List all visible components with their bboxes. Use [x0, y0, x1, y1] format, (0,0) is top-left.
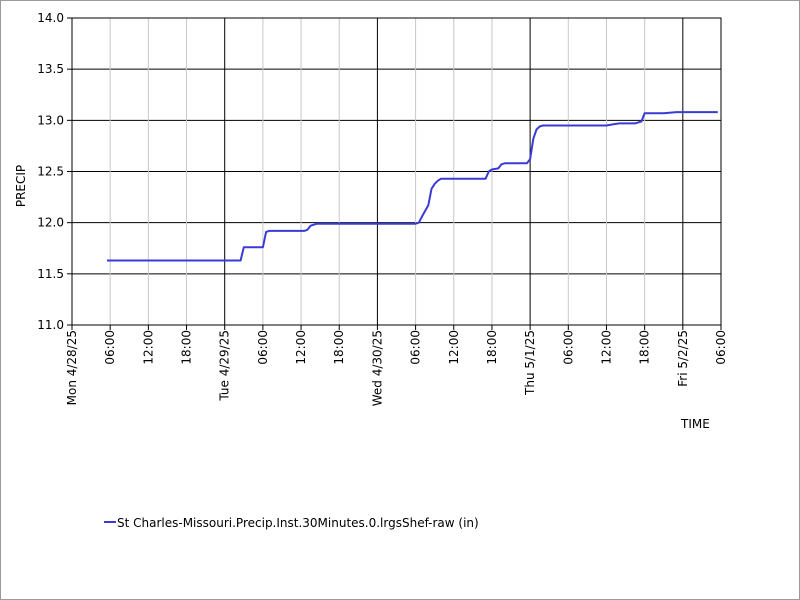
- x-tick-label: 18:00: [332, 330, 346, 365]
- x-tick-label: Fri 5/2/25: [676, 330, 690, 387]
- y-tick-label: 12.0: [37, 216, 64, 230]
- y-tick-label: 14.0: [37, 11, 64, 25]
- x-tick-label: 12:00: [599, 330, 613, 365]
- x-tick-label: 12:00: [447, 330, 461, 365]
- x-tick-label: 06:00: [256, 330, 270, 365]
- y-tick-label: 12.5: [37, 165, 64, 179]
- x-tick-label: 06:00: [561, 330, 575, 365]
- x-tick-label: Wed 4/30/25: [370, 330, 384, 406]
- x-tick-label: 06:00: [714, 330, 728, 365]
- y-tick-label: 13.0: [37, 113, 64, 127]
- y-axis-ticks: 11.0 11.5 12.0 12.5 13.0 13.5 14.0: [37, 11, 72, 332]
- y-tick-label: 13.5: [37, 62, 64, 76]
- y-axis-label: PRECIP: [14, 165, 28, 207]
- grid-lines: [72, 17, 721, 326]
- x-tick-label: 12:00: [294, 330, 308, 365]
- x-tick-label: 06:00: [103, 330, 117, 365]
- x-tick-label: 18:00: [638, 330, 652, 365]
- x-axis-ticks: Mon 4/28/25 06:00 12:00 18:00 Tue 4/29/25 06:…: [65, 325, 728, 406]
- series-line: [107, 111, 718, 262]
- x-tick-label: 18:00: [180, 330, 194, 365]
- x-tick-label: 18:00: [485, 330, 499, 365]
- legend-entry: St Charles-Missouri.Precip.Inst.30Minute…: [117, 516, 479, 530]
- y-tick-label: 11.0: [37, 318, 64, 332]
- x-tick-label: 06:00: [409, 330, 423, 365]
- x-tick-label: 12:00: [141, 330, 155, 365]
- x-tick-label: Tue 4/29/25: [218, 330, 232, 402]
- y-tick-label: 11.5: [37, 267, 64, 281]
- x-axis-label: TIME: [680, 417, 710, 431]
- x-tick-label: Mon 4/28/25: [65, 330, 79, 405]
- x-tick-label: Thu 5/1/25: [523, 330, 537, 396]
- legend: St Charles-Missouri.Precip.Inst.30Minute…: [104, 516, 479, 530]
